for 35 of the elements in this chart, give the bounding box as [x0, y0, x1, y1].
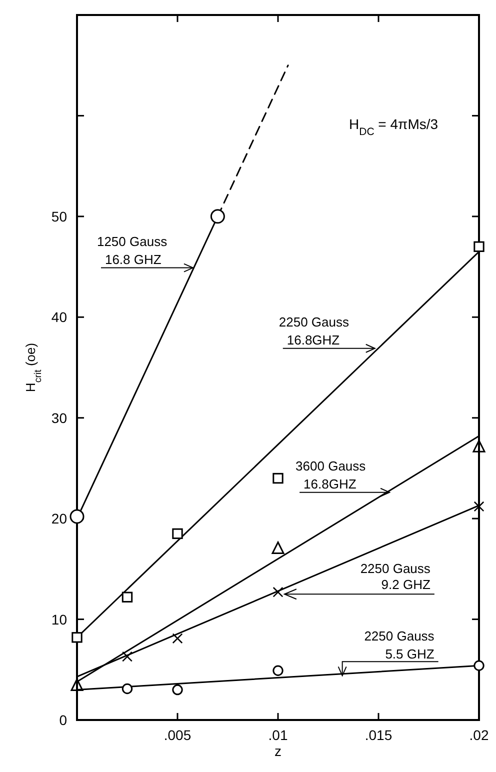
point — [122, 651, 132, 662]
y-tick-label: 10 — [51, 611, 68, 628]
annotation: 2250 Gauss 5.5 GHZ — [364, 628, 435, 662]
y-tick-label: 30 — [51, 410, 68, 426]
annotation: 3600 Gauss 16.8GHZ — [296, 458, 366, 492]
point — [272, 472, 284, 484]
x-tick-label: .02 — [469, 727, 489, 743]
annotation: 2250 Gauss 9.2 GHZ — [360, 561, 431, 592]
point — [210, 209, 225, 224]
point — [122, 683, 133, 694]
annotation: H$_{DC}$ = 4πMs/3 — [349, 116, 438, 138]
point — [474, 660, 484, 671]
y-tick-label: 20 — [51, 510, 68, 527]
y-tick-label: 50 — [51, 208, 68, 224]
x-tick-label: .005 — [164, 727, 192, 743]
annotation: 2250 Gauss 16.8GHZ — [278, 314, 350, 348]
point — [472, 440, 486, 452]
x-axis-title: z — [274, 743, 282, 759]
point — [122, 592, 133, 602]
point — [172, 633, 183, 644]
point — [474, 501, 484, 512]
point — [172, 684, 183, 696]
point — [272, 586, 284, 598]
point — [474, 241, 484, 252]
point — [70, 678, 84, 692]
annotation: 1250 Gauss 16.8 GHZ — [96, 234, 168, 267]
x-tick-label: .01 — [268, 727, 288, 743]
point — [72, 632, 82, 643]
point — [70, 509, 84, 524]
point — [172, 528, 183, 540]
point — [272, 665, 284, 676]
point — [272, 542, 284, 554]
x-tick-label: .015 — [364, 727, 392, 743]
y-tick-label: 40 — [51, 309, 68, 326]
y-tick-label: 0 — [59, 712, 68, 728]
